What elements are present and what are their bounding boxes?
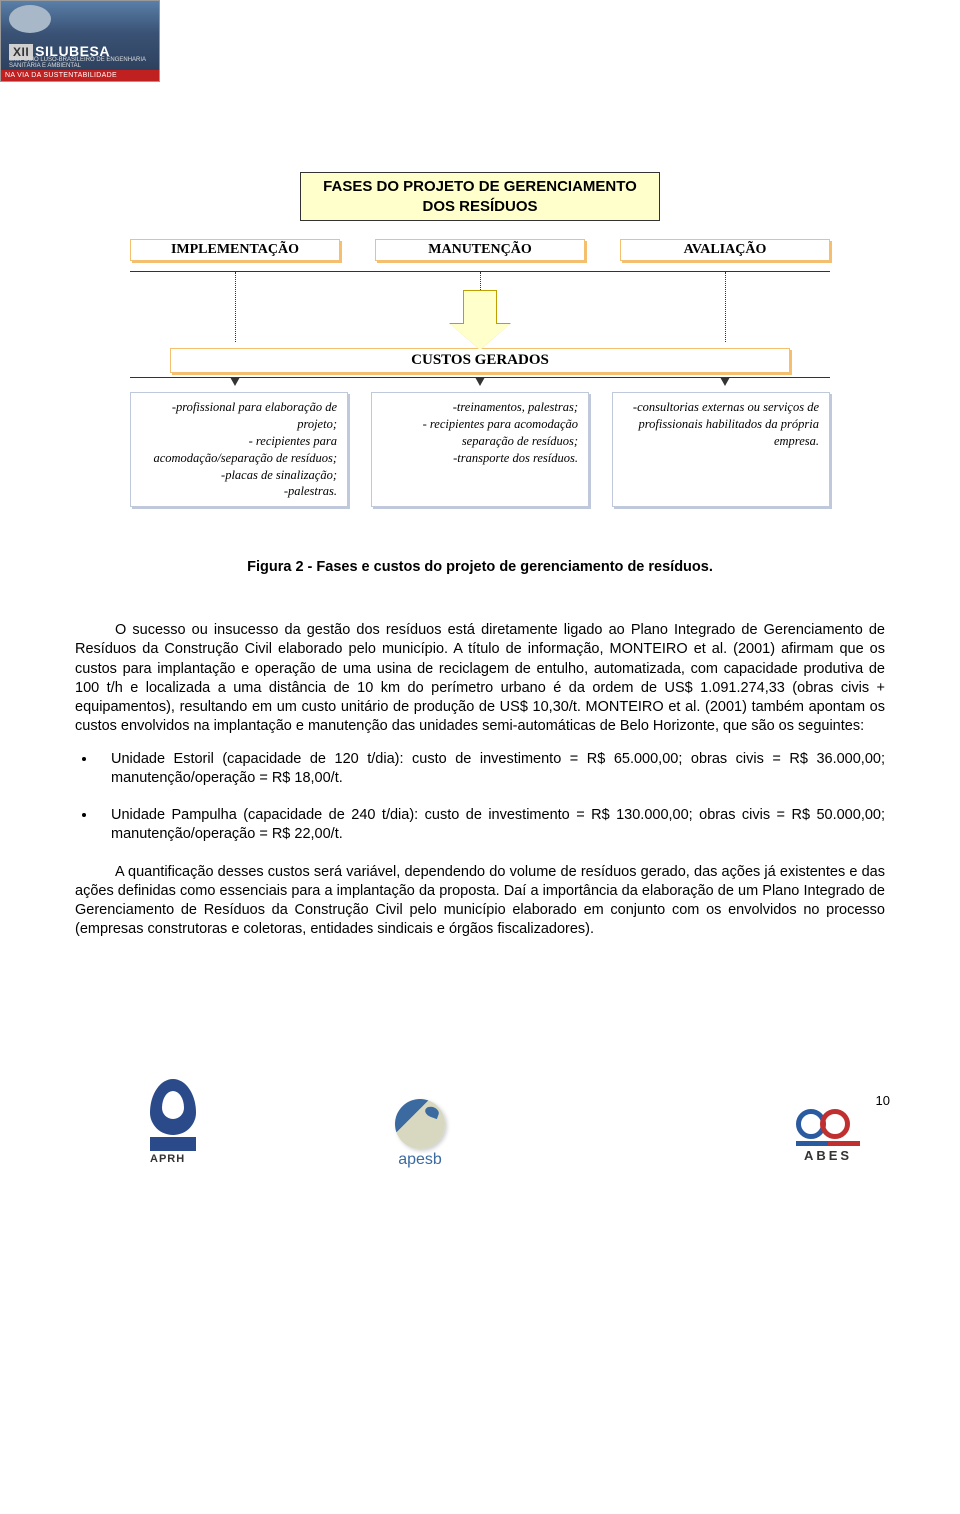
- arrowhead-icon: [475, 377, 485, 386]
- logo-apesb-text: apesb: [395, 1151, 445, 1169]
- flowchart: FASES DO PROJETO DE GERENCIAMENTO DOS RE…: [130, 172, 830, 507]
- phase-implementacao: IMPLEMENTAÇÃO: [130, 239, 340, 261]
- bullet-pampulha: Unidade Pampulha (capacidade de 240 t/di…: [97, 806, 885, 844]
- custos-box: CUSTOS GERADOS: [170, 348, 790, 373]
- paragraph-1: O sucesso ou insucesso da gestão dos res…: [75, 621, 885, 736]
- paragraph-2: A quantificação desses custos será variá…: [75, 863, 885, 940]
- phase-manutencao: MANUTENÇÃO: [375, 239, 585, 261]
- drop-icon: [150, 1079, 196, 1135]
- page-number: 10: [876, 1093, 890, 1108]
- detail-row: -profissional para elaboração de projeto…: [130, 392, 830, 507]
- brand-redbar: NA VIA DA SUSTENTABILIDADE: [1, 70, 159, 81]
- rings-icon: [796, 1109, 860, 1139]
- diagram-title: FASES DO PROJETO DE GERENCIAMENTO DOS RE…: [300, 172, 660, 221]
- logo-bar: [796, 1141, 860, 1146]
- detail-implementacao: -profissional para elaboração de projeto…: [130, 392, 348, 507]
- dotted-connector-3: [725, 272, 726, 342]
- header-logo: XIISILUBESA SIMPÓSIO LUSO-BRASILEIRO DE …: [0, 0, 160, 82]
- figure-caption: Figura 2 - Fases e custos do projeto de …: [0, 559, 960, 575]
- detail-avaliacao: -consultorias externas ou serviços de pr…: [612, 392, 830, 507]
- logo-abes-text: ABES: [796, 1148, 860, 1163]
- diagram-title-line1: FASES DO PROJETO DE GERENCIAMENTO: [311, 177, 649, 197]
- phase-row: IMPLEMENTAÇÃO MANUTENÇÃO AVALIAÇÃO: [130, 239, 830, 261]
- diagram-title-line2: DOS RESÍDUOS: [311, 197, 649, 217]
- arrowhead-icon: [230, 377, 240, 386]
- phase-avaliacao: AVALIAÇÃO: [620, 239, 830, 261]
- arrowhead-icon: [720, 377, 730, 386]
- logo-bar: [150, 1137, 196, 1151]
- arrowhead-row: [130, 378, 830, 390]
- bullet-list: Unidade Estoril (capacidade de 120 t/dia…: [75, 750, 885, 845]
- detail-manutencao: -treinamentos, palestras;- recipientes p…: [371, 392, 589, 507]
- arrow-down-icon: [450, 290, 510, 350]
- connectors: [130, 272, 830, 342]
- globe-icon: [395, 1099, 445, 1149]
- dotted-connector-1: [235, 272, 236, 342]
- logo-apesb: apesb: [395, 1099, 445, 1169]
- logo-abes: ABES: [796, 1109, 860, 1163]
- footer: 10 APRH apesb ABES: [0, 1049, 960, 1169]
- logo-aprh-text: APRH: [150, 1153, 200, 1165]
- brand-subtitle: SIMPÓSIO LUSO-BRASILEIRO DE ENGENHARIA S…: [9, 57, 159, 69]
- logo-aprh: APRH: [150, 1079, 200, 1169]
- body-text: O sucesso ou insucesso da gestão dos res…: [75, 621, 885, 939]
- bullet-estoril: Unidade Estoril (capacidade de 120 t/dia…: [97, 750, 885, 788]
- emblem-icon: [9, 5, 51, 33]
